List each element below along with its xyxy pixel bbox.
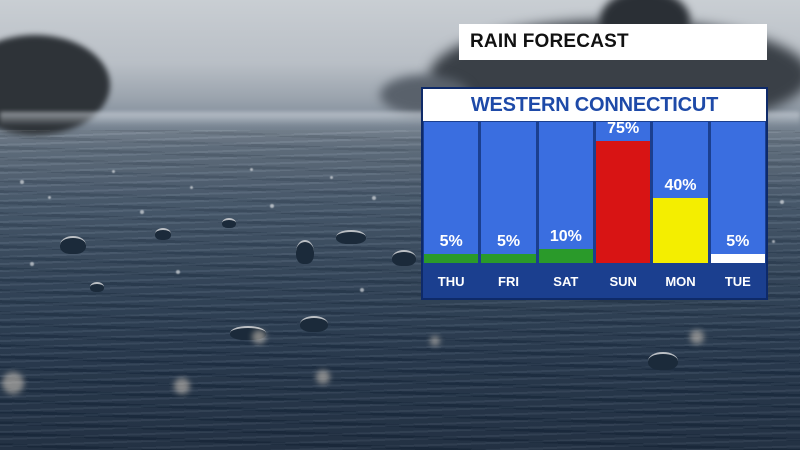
day-label: THU: [437, 274, 465, 289]
forecast-title: RAIN FORECAST: [470, 31, 629, 52]
day-label: TUE: [724, 274, 751, 289]
rain-drop: [270, 204, 274, 208]
bar-thu: [424, 254, 479, 263]
rain-splash: [90, 282, 104, 292]
chart-plot-area: 5% 5% 10% 75% 40% 5%: [424, 120, 765, 263]
day-axis: THU FRI SAT SUN MON TUE: [424, 265, 765, 298]
water-glint: [690, 330, 704, 344]
rain-drop: [772, 240, 775, 243]
bar-mon: [653, 198, 708, 263]
rain-drop: [360, 288, 364, 292]
rain-splash: [222, 218, 236, 228]
rain-drop: [372, 196, 376, 200]
rain-splash: [648, 352, 678, 370]
rain-drop: [30, 262, 34, 266]
day-label: SUN: [609, 274, 637, 289]
day-cell-mon: MON: [653, 265, 708, 298]
water-glint: [430, 336, 440, 346]
rain-drop: [330, 176, 333, 179]
day-label: SAT: [553, 274, 579, 289]
day-label: FRI: [498, 274, 519, 289]
forecast-title-box: RAIN FORECAST: [459, 24, 767, 60]
rain-splash: [155, 228, 171, 240]
water-glint: [316, 370, 330, 384]
rain-drop: [112, 170, 115, 173]
water-glint: [252, 330, 266, 344]
rain-drop: [176, 270, 180, 274]
water-glint: [174, 378, 190, 394]
bar-fri: [481, 254, 536, 263]
day-label: MON: [665, 274, 696, 289]
day-cell-tue: TUE: [710, 265, 765, 298]
column-sat: [538, 122, 593, 263]
column-thu: [424, 122, 479, 263]
value-label-tue: 5%: [726, 233, 750, 250]
day-cell-fri: FRI: [481, 265, 536, 298]
column-tue: [710, 122, 765, 263]
bar-sun: [596, 141, 651, 263]
column-fri: [481, 122, 536, 263]
rain-splash: [230, 326, 266, 340]
value-label-fri: 5%: [496, 233, 521, 250]
rain-splash: [60, 236, 86, 254]
water-glint: [2, 372, 24, 394]
rain-chart-panel: WESTERN CONNECTICUT 5% 5% 10% 75% 40% 5% THU F…: [421, 87, 768, 300]
value-label-thu: 5%: [439, 233, 463, 250]
chart-header: WESTERN CONNECTICUT: [423, 89, 766, 121]
value-label-mon: 40%: [664, 177, 697, 194]
rain-drop: [48, 196, 51, 199]
day-cell-sun: SUN: [596, 265, 651, 298]
rain-drop: [20, 180, 24, 184]
value-label-sun: 75%: [607, 120, 640, 137]
rain-splash: [392, 250, 416, 266]
rain-drop: [250, 168, 253, 171]
rain-splash: [336, 230, 366, 244]
rain-splash: [296, 240, 314, 264]
bar-sat: [538, 249, 593, 263]
rain-splash: [300, 316, 328, 332]
rain-drop: [780, 200, 784, 204]
day-cell-sat: SAT: [538, 265, 593, 298]
day-cell-thu: THU: [424, 265, 479, 298]
rain-drop: [140, 210, 144, 214]
chart-title: WESTERN CONNECTICUT: [470, 93, 719, 116]
value-label-sat: 10%: [549, 228, 582, 245]
bar-tue: [710, 254, 765, 263]
rain-drop: [190, 186, 193, 189]
